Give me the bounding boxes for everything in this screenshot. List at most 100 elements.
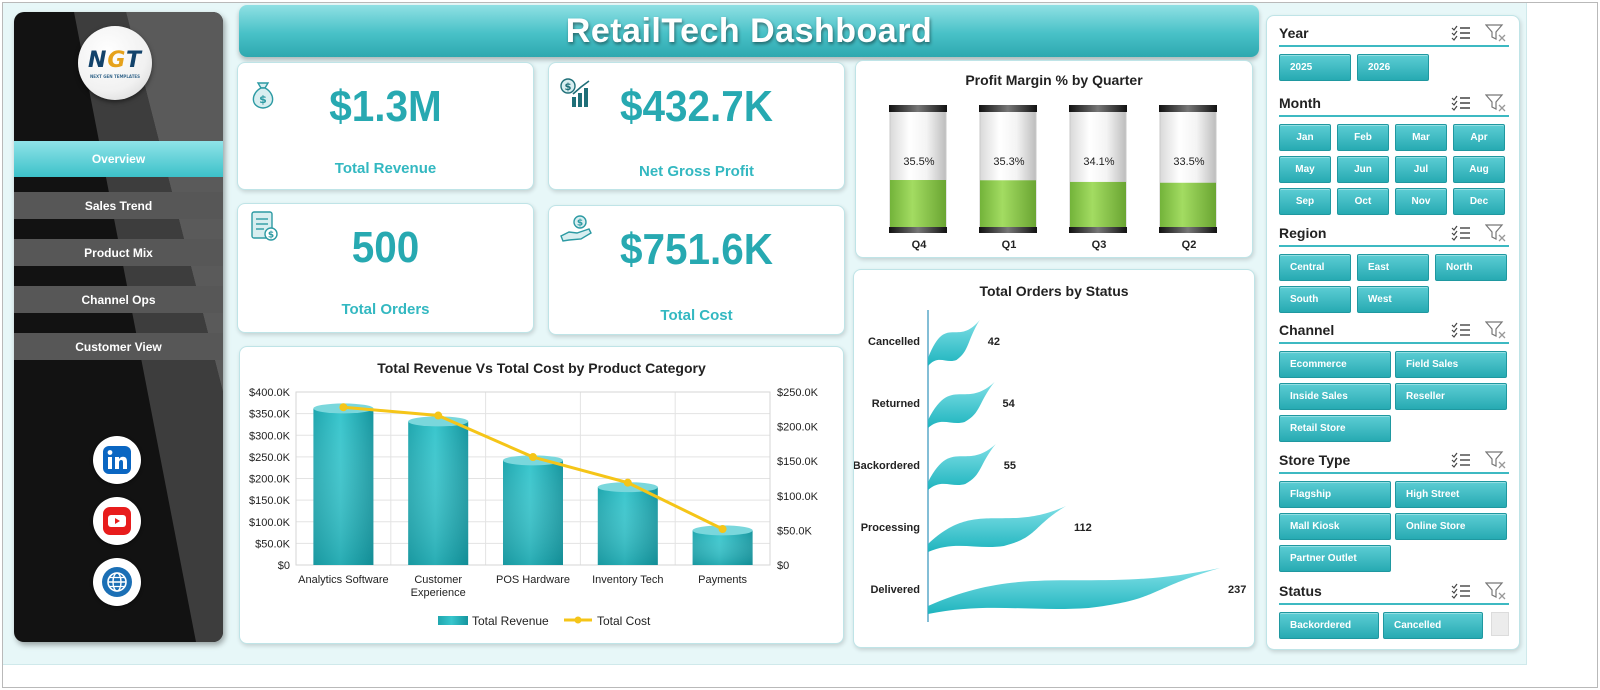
y-left-tick-label: $250.0K	[249, 452, 291, 464]
y-left-tick-label: $0	[278, 560, 290, 572]
slicer-scrollbar[interactable]	[1491, 612, 1509, 636]
slicer-option-channel-reseller[interactable]: Reseller	[1395, 383, 1507, 410]
tube-fill	[980, 180, 1036, 229]
slicer-option-month-feb[interactable]: Feb	[1337, 124, 1389, 151]
bar-revenue-shade	[503, 460, 563, 565]
multi-select-icon[interactable]	[1451, 25, 1471, 46]
y-left-tick-label: $100.0K	[249, 517, 291, 529]
clear-filter-icon[interactable]	[1484, 321, 1507, 344]
svg-text:$: $	[577, 219, 583, 229]
data-label: 35.3%	[993, 156, 1024, 168]
slicer-option-month-apr[interactable]: Apr	[1453, 124, 1505, 151]
slicer-option-region-west[interactable]: West	[1357, 286, 1429, 313]
slicer-option-store-type-flagship[interactable]: Flagship	[1279, 481, 1391, 508]
bar-revenue-shade	[692, 530, 753, 565]
kpi-label: Net Gross Profit	[638, 163, 755, 180]
slicer-option-region-south[interactable]: South	[1279, 286, 1351, 313]
y-left-tick-label: $300.0K	[249, 430, 291, 442]
bar	[928, 320, 980, 366]
orders-by-status-plot: Cancelled 42 Returned 54 Backordered 55 Proces…	[854, 310, 1246, 622]
slicer-option-store-type-high-street[interactable]: High Street	[1395, 481, 1507, 508]
x-tick-label: Q2	[1182, 239, 1197, 251]
slicer-option-channel-field-sales[interactable]: Field Sales	[1395, 351, 1507, 378]
kpi-total-cost: $ $751.6K Total Cost	[548, 205, 845, 335]
tube-fill	[890, 180, 946, 229]
clear-filter-icon[interactable]	[1484, 451, 1507, 474]
slicer-option-month-jan[interactable]: Jan	[1279, 124, 1331, 151]
slicer-option-channel-inside-sales[interactable]: Inside Sales	[1279, 383, 1391, 410]
point-total-cost	[529, 453, 537, 462]
y-tick-label: Processing	[861, 522, 920, 534]
clear-filter-icon[interactable]	[1484, 224, 1507, 247]
bar-revenue-shade	[408, 421, 469, 565]
slicer-header-status: Status	[1279, 579, 1509, 605]
slicer-title: Channel	[1279, 322, 1335, 338]
clear-filter-icon[interactable]	[1484, 24, 1507, 47]
slicer-option-month-nov[interactable]: Nov	[1395, 188, 1447, 215]
sidebar-item-sales-trend[interactable]: Sales Trend	[14, 192, 223, 219]
slicer-option-month-aug[interactable]: Aug	[1453, 156, 1505, 183]
tube-base	[889, 227, 947, 233]
logo: NGT NEXT GEN TEMPLATES	[78, 26, 152, 100]
kpi-value: $1.3M	[329, 82, 442, 131]
slicer-option-month-jul[interactable]: Jul	[1395, 156, 1447, 183]
y-left-tick-label: $150.0K	[249, 495, 291, 507]
logo-mark-accent: G	[107, 47, 127, 73]
slicer-option-month-may[interactable]: May	[1279, 156, 1331, 183]
data-label: 42	[988, 336, 1000, 348]
multi-select-icon[interactable]	[1451, 95, 1471, 116]
x-tick-label: Experience	[411, 587, 466, 599]
kpi-label: Total Cost	[660, 307, 733, 324]
youtube-icon[interactable]	[93, 497, 141, 545]
data-label: 112	[1074, 522, 1092, 534]
x-tick-label: Q4	[912, 239, 928, 251]
bar	[928, 382, 995, 428]
clear-filter-icon[interactable]	[1484, 94, 1507, 117]
slicer-option-region-central[interactable]: Central	[1279, 254, 1351, 281]
money-bag-icon: $	[252, 82, 274, 109]
slicer-option-region-east[interactable]: East	[1357, 254, 1429, 281]
svg-text:$: $	[565, 82, 572, 93]
y-tick-label: Cancelled	[868, 336, 920, 348]
y-right-tick-label: $50.0K	[777, 525, 813, 537]
x-tick-label: Q1	[1002, 239, 1017, 251]
slicer-option-month-dec[interactable]: Dec	[1453, 188, 1505, 215]
linkedin-icon[interactable]	[93, 436, 141, 484]
clear-filter-icon[interactable]	[1484, 582, 1507, 605]
slicer-option-channel-retail-store[interactable]: Retail Store	[1279, 415, 1391, 442]
slicer-option-channel-ecommerce[interactable]: Ecommerce	[1279, 351, 1391, 378]
sidebar-item-channel-ops[interactable]: Channel Ops	[14, 286, 223, 313]
sidebar-item-customer-view[interactable]: Customer View	[14, 333, 223, 360]
sidebar-item-product-mix[interactable]: Product Mix	[14, 239, 223, 266]
page-title: RetailTech Dashboard	[565, 11, 933, 50]
slicer-option-status-backordered[interactable]: Backordered	[1279, 612, 1379, 639]
tube-cap	[1159, 105, 1217, 112]
globe-icon[interactable]	[93, 558, 141, 606]
slicer-option-month-mar[interactable]: Mar	[1395, 124, 1447, 151]
y-tick-label: Backordered	[854, 460, 920, 472]
slicer-option-month-sep[interactable]: Sep	[1279, 188, 1331, 215]
multi-select-icon[interactable]	[1451, 225, 1471, 246]
multi-select-icon[interactable]	[1451, 583, 1471, 604]
multi-select-icon[interactable]	[1451, 322, 1471, 343]
slicer-option-year-2025[interactable]: 2025	[1279, 54, 1351, 81]
slicer-option-region-north[interactable]: North	[1435, 254, 1507, 281]
hand-money-icon: $	[560, 215, 592, 242]
slicer-option-status-cancelled[interactable]: Cancelled	[1383, 612, 1483, 639]
slicer-option-month-oct[interactable]: Oct	[1337, 188, 1389, 215]
tube-cap	[889, 105, 947, 112]
tube-base	[1159, 227, 1217, 233]
slicer-option-store-type-mall-kiosk[interactable]: Mall Kiosk	[1279, 513, 1391, 540]
y-tick-label: Returned	[872, 398, 920, 410]
x-tick-label: Inventory Tech	[592, 574, 663, 586]
bar-revenue-shade	[313, 408, 374, 565]
x-tick-label: POS Hardware	[496, 574, 570, 586]
slicer-option-month-jun[interactable]: Jun	[1337, 156, 1389, 183]
point-total-cost	[339, 403, 348, 412]
slicer-option-year-2026[interactable]: 2026	[1357, 54, 1429, 81]
sidebar-item-overview[interactable]: Overview	[14, 141, 223, 177]
multi-select-icon[interactable]	[1451, 452, 1471, 473]
slicer-option-store-type-online-store[interactable]: Online Store	[1395, 513, 1507, 540]
chart-title: Profit Margin % by Quarter	[965, 72, 1143, 88]
slicer-option-store-type-partner-outlet[interactable]: Partner Outlet	[1279, 545, 1391, 572]
